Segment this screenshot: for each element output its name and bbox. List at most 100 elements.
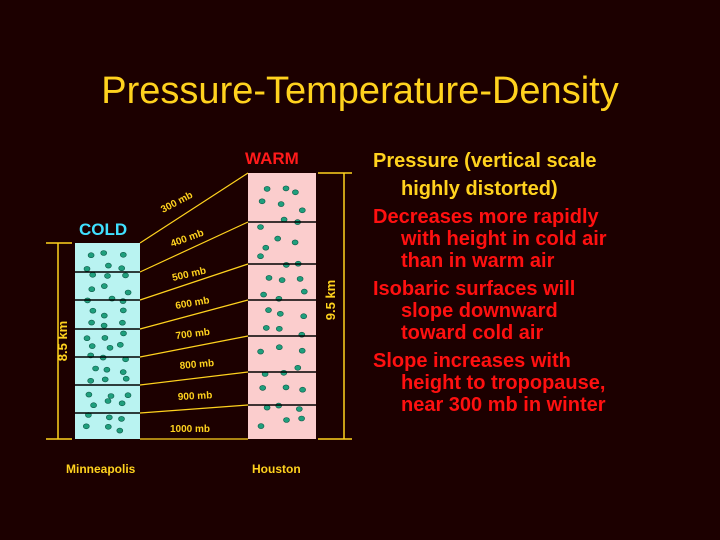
air-particle-dot	[298, 347, 306, 354]
air-particle-dot	[88, 286, 96, 293]
air-particle-dot	[274, 235, 282, 242]
air-particle-dot	[101, 376, 109, 383]
air-particle-dot	[118, 416, 125, 422]
point3-line-1: Slope increases with	[373, 350, 571, 372]
air-particle-dot	[300, 313, 308, 320]
air-particle-dot	[282, 185, 290, 192]
air-particle-dot	[117, 341, 124, 348]
air-particle-dot	[101, 335, 109, 341]
air-particle-dot	[107, 393, 115, 399]
isobar-line	[139, 263, 249, 301]
air-particle-dot	[282, 384, 290, 391]
air-particle-dot	[119, 369, 127, 375]
air-particle-dot	[259, 385, 267, 391]
air-particle-dot	[89, 271, 96, 278]
air-particle-dot	[83, 335, 91, 342]
air-particle-dot	[124, 392, 132, 399]
isobar-label: 500 mb	[171, 265, 207, 283]
air-particle-dot	[265, 307, 272, 313]
air-particle-dot	[257, 348, 264, 355]
air-particle-dot	[257, 253, 264, 260]
air-particle-dot	[263, 186, 271, 192]
air-particle-dot	[105, 262, 112, 269]
air-particle-dot	[120, 330, 127, 337]
heading-line-2: highly distorted)	[401, 178, 558, 200]
air-particle-dot	[119, 319, 126, 326]
point1-line-2: with height in cold air	[401, 228, 607, 250]
air-particle-dot	[120, 252, 127, 258]
air-particle-dot	[87, 252, 95, 258]
air-particle-dot	[106, 414, 113, 421]
air-particle-dot	[92, 365, 99, 372]
air-particle-dot	[104, 273, 111, 279]
heading-line-1: Pressure (vertical scale	[373, 150, 597, 172]
air-particle-dot	[116, 427, 124, 434]
warm-city-label: Houston	[252, 462, 301, 476]
isobar-label: 800 mb	[179, 358, 214, 372]
air-particle-dot	[89, 307, 97, 314]
air-particle-dot	[258, 198, 266, 205]
air-particle-dot	[104, 398, 112, 404]
air-particle-dot	[275, 344, 283, 351]
air-particle-dot	[118, 265, 125, 272]
cold-column-dots	[83, 250, 132, 434]
air-particle-dot	[100, 250, 107, 256]
air-particle-dot	[262, 325, 270, 331]
isobar-line	[139, 335, 249, 358]
air-particle-dot	[282, 262, 290, 268]
air-particle-dot	[276, 310, 284, 317]
air-particle-dot	[278, 277, 286, 283]
point1-line-1: Decreases more rapidly	[373, 206, 599, 228]
point2-line-1: Isobaric surfaces will	[373, 278, 576, 300]
point2-line-3: toward cold air	[401, 322, 544, 344]
isobar-label: 600 mb	[175, 295, 211, 312]
cold-column-dividers	[75, 271, 140, 414]
warm-air-column	[248, 173, 316, 439]
warm-height-label: 9.5 km	[323, 280, 338, 320]
air-particle-dot	[88, 343, 96, 349]
isobar-label: 300 mb	[159, 190, 195, 216]
isobar-label: 400 mb	[169, 228, 205, 250]
air-particle-dot	[298, 415, 305, 422]
air-particle-dot	[298, 207, 306, 214]
isobar-line	[139, 221, 249, 273]
air-particle-dot	[83, 266, 91, 272]
air-particle-dot	[90, 402, 97, 409]
air-particle-dot	[292, 189, 299, 196]
isobar-line	[139, 371, 249, 386]
air-particle-dot	[277, 201, 285, 207]
warm-column-dividers	[248, 221, 316, 406]
air-particle-dot	[124, 289, 132, 296]
slide-title: Pressure-Temperature-Density	[101, 70, 619, 112]
isobar-label: 700 mb	[175, 327, 211, 342]
air-particle-dot	[106, 344, 114, 351]
isobar-line	[139, 299, 249, 330]
cold-label: COLD	[79, 220, 128, 239]
air-particle-dot	[257, 224, 264, 230]
air-particle-dot	[122, 375, 130, 382]
cold-height-label: 8.5 km	[55, 321, 70, 361]
air-particle-dot	[275, 325, 283, 332]
isobar-line	[139, 172, 249, 244]
air-particle-dot	[85, 391, 93, 398]
air-particle-dot	[83, 423, 90, 430]
explanation-text: Pressure (vertical scale highly distorte…	[373, 150, 718, 416]
isobar-label: 1000 mb	[170, 424, 210, 435]
air-particle-dot	[265, 275, 273, 281]
cold-city-label: Minneapolis	[66, 462, 136, 476]
air-particle-dot	[295, 406, 303, 412]
point2-line-2: slope downward	[401, 300, 558, 322]
air-particle-dot	[291, 239, 299, 246]
air-particle-dot	[283, 417, 290, 423]
air-particle-dot	[122, 272, 129, 279]
cold-height-scale	[46, 242, 72, 440]
air-particle-dot	[101, 283, 108, 289]
air-particle-dot	[120, 307, 127, 314]
air-particle-dot	[299, 386, 306, 393]
isobar-labels: 300 mb 400 mb 500 mb 600 mb 700 mb 800 mb 900 …	[159, 190, 214, 435]
air-particle-dot	[118, 400, 126, 407]
air-particle-dot	[262, 244, 270, 251]
air-particle-dot	[100, 322, 108, 329]
air-particle-dot	[87, 377, 94, 384]
